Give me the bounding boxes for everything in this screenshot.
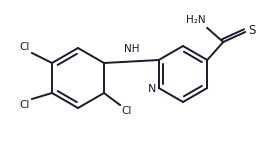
Text: N: N: [147, 84, 156, 94]
Text: H₂N: H₂N: [186, 15, 205, 25]
Text: NH: NH: [124, 44, 139, 54]
Text: S: S: [248, 24, 256, 37]
Text: Cl: Cl: [20, 100, 30, 110]
Text: Cl: Cl: [121, 106, 131, 116]
Text: Cl: Cl: [20, 42, 30, 52]
